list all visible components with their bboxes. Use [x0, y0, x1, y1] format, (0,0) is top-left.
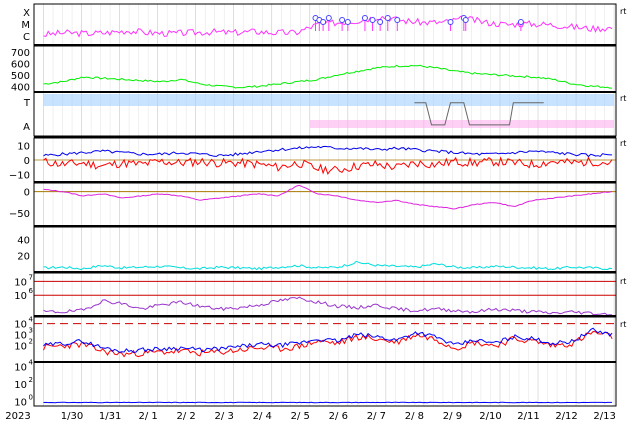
x-date-label-9: 2/ 7 [367, 411, 386, 422]
x-date-label-2: 1/31 [99, 411, 121, 422]
flare-marker [340, 18, 345, 23]
x-date-label-1: 1/30 [61, 411, 83, 422]
x-date-label-12: 2/10 [479, 411, 501, 422]
xray-tick-base-1: 10 [14, 331, 27, 342]
xray-long-series [44, 328, 613, 352]
polarity-band-toward [44, 94, 615, 106]
wind-series [44, 65, 613, 88]
flare-marker [518, 20, 523, 25]
ae-series [44, 261, 613, 269]
right-marker: rt [620, 139, 626, 148]
imf-tick-2: −10 [9, 171, 30, 182]
flare-marker [448, 20, 453, 25]
polarity-tick-T: T [23, 98, 31, 109]
x-date-label-3: 2/ 1 [138, 411, 157, 422]
x-date-label-7: 2/ 5 [291, 411, 310, 422]
bt-series [44, 146, 613, 156]
wind-tick-400: 400 [11, 82, 30, 93]
proton-tick-base-2: 10 [14, 398, 27, 409]
flare-tick-X: X [23, 8, 30, 19]
x-date-label-5: 2/ 3 [215, 411, 234, 422]
x-date-label-13: 2/11 [517, 411, 539, 422]
electron-tick-base-0: 10 [14, 277, 27, 288]
flare-marker [362, 16, 367, 21]
flare-tick-M: M [21, 20, 30, 31]
xray-tick-exp-1: 3 [29, 327, 33, 335]
polarity-band-away [310, 120, 614, 128]
xray-tick-exp-0: 4 [29, 316, 34, 324]
flare-tick-C: C [23, 32, 30, 43]
imf-tick-1: 0 [24, 156, 30, 167]
flare-marker [395, 18, 400, 23]
right-marker: rt [620, 94, 626, 103]
wind-tick-600: 600 [11, 59, 30, 70]
electron-tick-exp-0: 7 [29, 273, 33, 281]
proton-tick-base-1: 10 [14, 380, 27, 391]
dst-tick-0: 0 [24, 188, 30, 199]
electron-tick-base-1: 10 [14, 291, 27, 302]
right-marker: rt [620, 7, 626, 16]
flare-marker [385, 16, 390, 21]
right-marker: rt [620, 277, 626, 286]
flare-marker [370, 18, 375, 23]
ae-tick-0: 40 [17, 235, 30, 246]
x-date-label-10: 2/ 8 [405, 411, 424, 422]
polarity-tick-A: A [23, 122, 30, 133]
dst-tick-1: −50 [9, 209, 30, 220]
xray-short-series [44, 332, 613, 357]
x-date-label-15: 2/13 [593, 411, 615, 422]
xray-tick-base-2: 10 [14, 342, 27, 353]
x-date-label-6: 2/ 4 [253, 411, 272, 422]
dst-series [44, 185, 613, 209]
xray-tick-exp-2: 2 [29, 338, 33, 346]
imf-tick-0: 10 [17, 141, 30, 152]
proton-tick-exp-1: 2 [29, 376, 33, 384]
flare-marker [378, 20, 383, 25]
wind-tick-700: 700 [11, 48, 30, 59]
proton-tick-exp-2: 0 [29, 394, 33, 402]
flare-marker [345, 20, 350, 25]
right-marker: rt [620, 320, 626, 329]
proton-tick-base-0: 10 [14, 362, 27, 373]
x-date-label-0: 2023 [5, 411, 30, 422]
x-date-label-4: 2/ 2 [177, 411, 196, 422]
electron-series [44, 297, 613, 315]
proton-tick-exp-0: 4 [29, 358, 34, 366]
x-date-label-8: 2/ 6 [329, 411, 348, 422]
ae-tick-1: 20 [17, 252, 30, 263]
flare-marker [463, 18, 468, 23]
x-date-label-11: 2/ 9 [443, 411, 462, 422]
x-date-label-14: 2/12 [555, 411, 577, 422]
flare-marker [321, 20, 326, 25]
xray-tick-base-0: 10 [14, 320, 27, 331]
flare-marker [326, 16, 331, 21]
electron-tick-exp-1: 6 [29, 287, 34, 295]
wind-tick-500: 500 [11, 71, 30, 82]
